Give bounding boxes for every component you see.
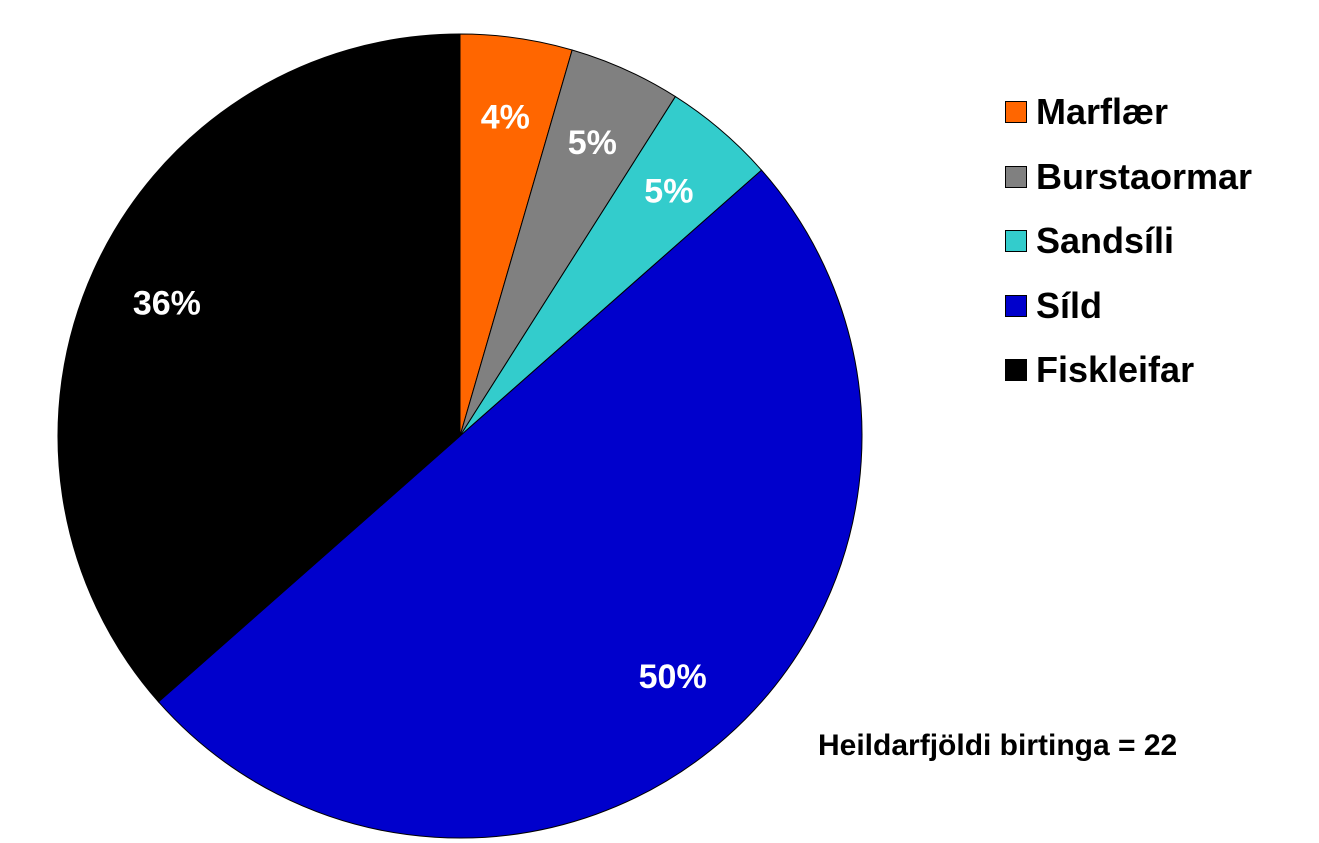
legend-item-sandsili: Sandsíli — [1005, 209, 1252, 274]
pie-slices — [57, 33, 863, 839]
pie-slice-fiskleifar — [57, 33, 461, 703]
pie-slice-label-sild: 50% — [639, 658, 707, 696]
pie-slice-label-marflaer: 4% — [481, 99, 530, 137]
legend-item-sild: Síld — [1005, 274, 1252, 339]
legend-item-fiskleifar: Fiskleifar — [1005, 338, 1252, 403]
legend-item-marflaer: Marflær — [1005, 80, 1252, 145]
pie-slice-label-sandsili: 5% — [644, 172, 693, 210]
legend-item-burstaormar: Burstaormar — [1005, 145, 1252, 210]
pie-slice-sild — [157, 169, 863, 839]
legend-swatch-sild — [1005, 294, 1027, 317]
legend-label-sandsili: Sandsíli — [1036, 220, 1175, 262]
legend-swatch-marflaer — [1005, 101, 1027, 124]
total-publications-note: Heildarfjöldi birtinga = 22 — [818, 729, 1178, 762]
legend-label-sild: Síld — [1036, 284, 1103, 326]
pie-slice-label-burstaormar: 5% — [568, 124, 617, 162]
legend-swatch-burstaormar — [1005, 165, 1027, 188]
pie-slice-label-fiskleifar: 36% — [133, 285, 201, 323]
legend-swatch-fiskleifar — [1005, 359, 1027, 382]
legend: Marflær Burstaormar Sandsíli Síld Fiskle… — [1005, 80, 1252, 403]
legend-swatch-sandsili — [1005, 230, 1027, 253]
legend-label-burstaormar: Burstaormar — [1036, 155, 1253, 197]
pie-slice-labels: 4% 5% 5% 50% 36% — [133, 99, 707, 697]
legend-label-marflaer: Marflær — [1036, 91, 1169, 133]
legend-label-fiskleifar: Fiskleifar — [1036, 349, 1195, 391]
